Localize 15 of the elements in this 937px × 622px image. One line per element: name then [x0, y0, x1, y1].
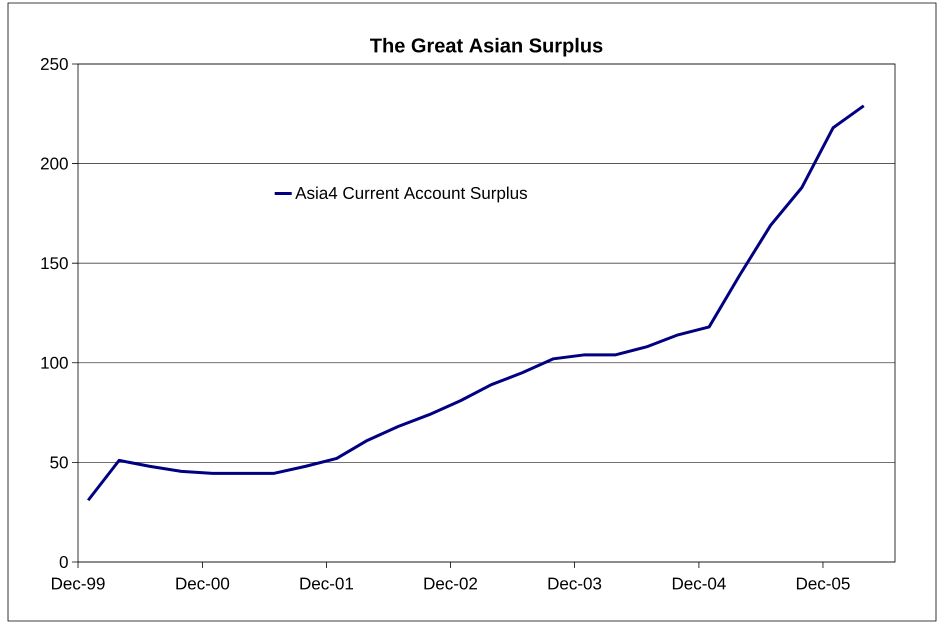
x-tick-label: Dec-01 — [300, 578, 353, 590]
y-tick-label: 150 — [41, 257, 68, 270]
y-tick-label: 0 — [60, 556, 68, 568]
y-tick-label: 200 — [40, 158, 68, 170]
y-tick-label: 50 — [50, 456, 68, 468]
x-tick-label: Dec-05 — [796, 578, 850, 590]
x-tick-label: Dec-99 — [52, 578, 105, 590]
x-tick-label: Dec-02 — [424, 578, 478, 590]
chart-title: The Great Asian Surplus — [370, 38, 602, 56]
x-tick-label: Dec-00 — [176, 578, 230, 590]
y-tick-label: 100 — [41, 356, 68, 369]
x-tick-label: Dec-04 — [672, 578, 726, 590]
legend-label: Asia4 Current Account Surplus — [295, 186, 527, 202]
x-tick-label: Dec-03 — [548, 578, 602, 590]
y-tick-label: 250 — [40, 58, 68, 70]
